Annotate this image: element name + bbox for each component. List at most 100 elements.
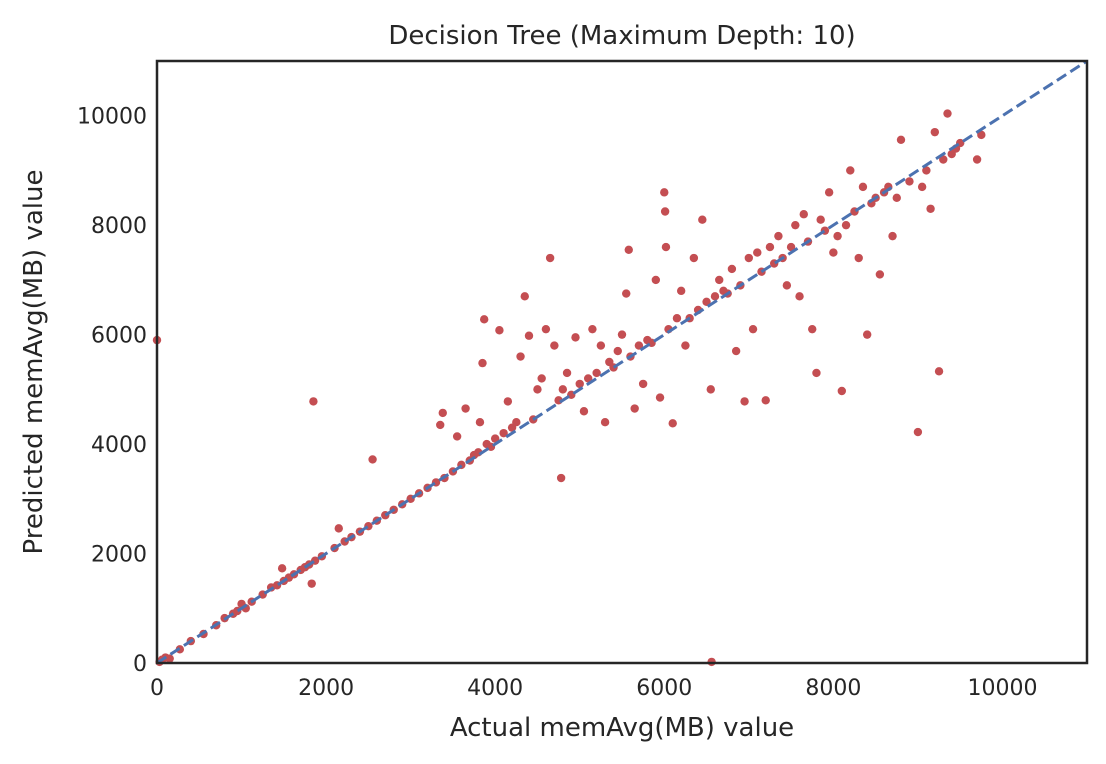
data-point [727, 264, 737, 274]
data-point [550, 341, 559, 350]
data-point [774, 231, 783, 241]
chart-title: Decision Tree (Maximum Depth: 10) [388, 21, 855, 51]
y-tick-label: 0 [133, 652, 147, 677]
x-tick-label: 4000 [467, 676, 523, 701]
data-point [841, 220, 851, 230]
reference-line [156, 59, 1088, 665]
data-points [152, 109, 986, 667]
data-point [655, 393, 665, 402]
data-point [592, 368, 601, 378]
data-point [875, 270, 885, 279]
data-point [922, 166, 931, 175]
data-point [782, 281, 792, 290]
data-point [277, 564, 287, 573]
axis-ticks: 0 2000 4000 6000 8000 10000 0 2000 4000 6000 8000 1… [77, 105, 1037, 701]
y-tick-label: 4000 [91, 433, 147, 458]
data-point [475, 418, 485, 427]
plot-frame [155, 59, 1089, 665]
data-point [479, 315, 489, 324]
data-point [765, 242, 775, 252]
data-point [660, 188, 669, 197]
data-point [499, 428, 508, 438]
data-point [524, 331, 534, 340]
data-point [812, 368, 821, 378]
data-point [368, 455, 377, 464]
data-point [761, 396, 770, 405]
data-point [689, 253, 699, 263]
data-point [562, 368, 572, 378]
data-point [808, 324, 817, 334]
data-point [596, 341, 606, 350]
data-point [905, 177, 914, 186]
data-point [478, 358, 487, 368]
data-point [622, 289, 631, 298]
x-tick-label: 6000 [636, 676, 692, 701]
data-point [556, 473, 566, 483]
data-point [533, 385, 542, 394]
data-point [977, 130, 986, 140]
data-point [613, 346, 622, 356]
data-point [617, 330, 627, 339]
data-point [753, 248, 762, 257]
data-point [334, 524, 343, 533]
data-point [520, 292, 529, 301]
data-point [917, 182, 927, 192]
data-point [896, 135, 906, 145]
data-point [744, 253, 754, 263]
data-point [934, 367, 944, 376]
data-point [575, 379, 584, 389]
data-point [495, 326, 504, 335]
data-point [888, 231, 897, 241]
data-point [490, 434, 500, 443]
data-point [676, 286, 686, 296]
data-point [672, 314, 682, 323]
data-point [930, 127, 940, 137]
data-point [706, 385, 715, 394]
data-point [634, 341, 644, 350]
data-point [661, 242, 671, 252]
data-point [436, 420, 445, 430]
data-point [913, 427, 923, 437]
data-point [858, 182, 868, 192]
data-point [624, 245, 633, 255]
y-tick-label: 10000 [77, 105, 147, 130]
data-point [571, 333, 580, 342]
data-point [702, 297, 711, 306]
data-point [748, 324, 758, 334]
y-tick-label: 2000 [91, 543, 147, 568]
data-point [846, 166, 855, 175]
data-point [307, 579, 316, 588]
data-point [799, 210, 808, 219]
data-point [791, 220, 800, 230]
data-point [583, 374, 593, 383]
x-tick-label: 2000 [298, 676, 354, 701]
data-point [892, 193, 901, 203]
data-point [438, 408, 447, 418]
data-point [165, 654, 174, 663]
y-tick-label: 8000 [91, 214, 147, 239]
data-point [660, 207, 670, 216]
data-point [461, 404, 470, 413]
data-point [516, 352, 525, 361]
x-tick-label: 10000 [967, 676, 1037, 701]
x-tick-label: 0 [150, 676, 164, 701]
data-point [698, 215, 707, 224]
data-point [309, 397, 318, 406]
data-point [710, 292, 720, 301]
data-point [452, 432, 462, 441]
data-point [854, 253, 863, 263]
data-point [833, 231, 842, 241]
data-point [503, 397, 513, 406]
data-point [837, 386, 847, 396]
data-point [545, 253, 555, 263]
data-point [715, 275, 724, 285]
data-point [638, 379, 648, 389]
data-point [512, 418, 521, 427]
x-axis-label: Actual memAvg(MB) value [450, 713, 794, 743]
data-point [829, 248, 838, 257]
x-tick-label: 8000 [805, 676, 861, 701]
data-point [972, 155, 982, 164]
data-point [824, 188, 834, 197]
data-point [816, 215, 825, 224]
